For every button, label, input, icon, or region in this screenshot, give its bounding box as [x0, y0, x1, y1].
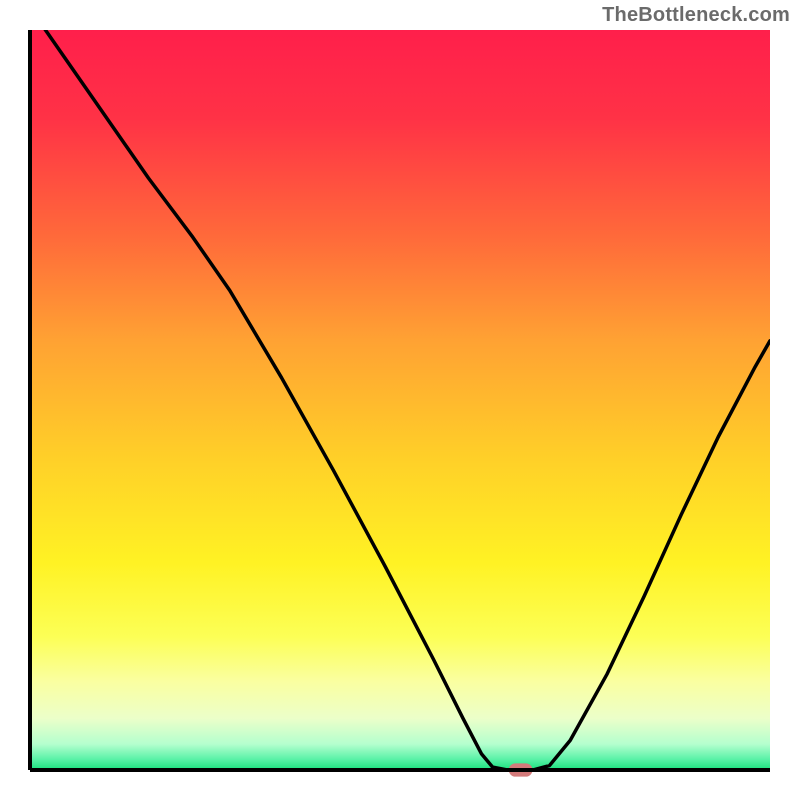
chart-svg: [0, 0, 800, 800]
watermark-text: TheBottleneck.com: [602, 4, 790, 27]
plot-area: [0, 0, 800, 800]
chart-container: TheBottleneck.com: [0, 0, 800, 800]
gradient-background: [30, 30, 770, 770]
